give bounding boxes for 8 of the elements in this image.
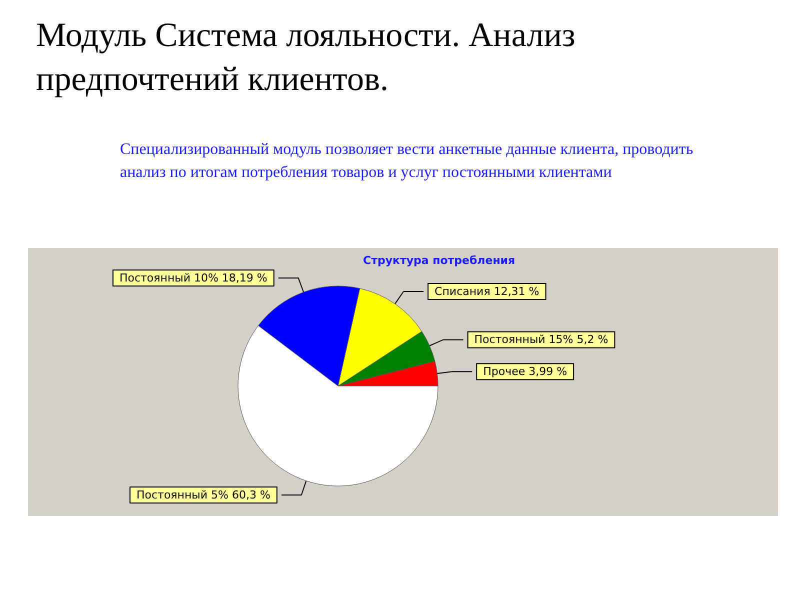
slice-label: Прочее 3,99 % [483,365,568,378]
slice-label: Списания 12,31 % [434,285,540,298]
slice-label: Постоянный 10% 18,19 % [119,272,268,285]
slice-label: Постоянный 5% 60,3 % [136,488,270,502]
chart-title: Модуль Система лояльности. Анализ предпочтений клиентов. [36,16,576,100]
text: Структура потребления [363,254,516,267]
slice-label: Постоянный 15% 5,2 % [474,333,608,346]
chart-subtitle: Специализированный модуль позволяет вести анкетные данные клиента, проводить анализ по итогам потребления товаров и услуг постоянными клиентами [120,140,694,183]
